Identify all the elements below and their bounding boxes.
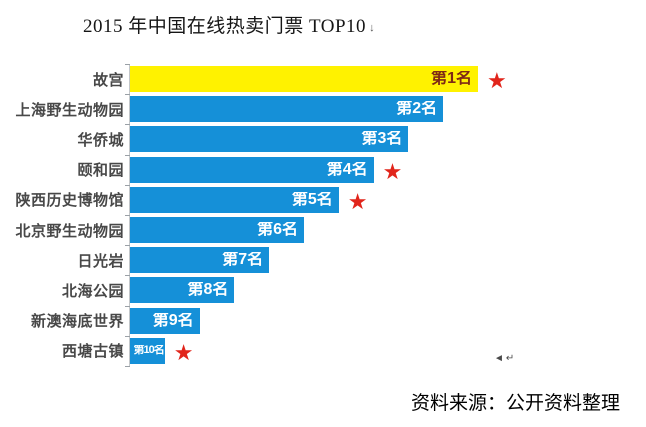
bar: 第5名: [130, 186, 339, 213]
category-label: 日光岩: [77, 252, 124, 270]
bar-wrap: 第9名 ★: [130, 307, 200, 334]
bar-wrap: 第3名 ★: [130, 126, 409, 153]
bar: 第2名: [130, 96, 444, 123]
axis-tick: [125, 94, 130, 96]
rank-label: 第5名: [291, 191, 333, 208]
bar-wrap: 第1名 ★: [130, 66, 507, 92]
category-label: 故宫: [92, 71, 124, 89]
category-label: 北京野生动物园: [15, 222, 124, 240]
axis-tick: [125, 245, 130, 247]
bar: 第7名: [130, 247, 270, 274]
bar-row: 华侨城 第3名 ★: [0, 124, 560, 154]
source-note: 资料来源：公开资料整理: [411, 393, 621, 414]
chart-title-text: 2015 年中国在线热卖门票 TOP10: [83, 16, 367, 37]
axis-tick: [125, 275, 130, 277]
bar-row: 颐和园 第4名 ★: [0, 155, 560, 185]
bar-wrap: 第8名 ★: [130, 277, 235, 304]
rank-label: 第3名: [361, 131, 403, 148]
category-label: 北海公园: [61, 282, 124, 300]
category-label: 陕西历史博物馆: [15, 192, 124, 210]
star-icon: ★: [487, 68, 507, 93]
bar-row: 西塘古镇 第10名 ★: [0, 336, 560, 366]
rank-label: 第4名: [326, 161, 368, 178]
bar: 第10名: [130, 337, 165, 364]
paragraph-mark-icon: ↓: [369, 21, 376, 34]
bar: 第3名: [130, 126, 409, 153]
bar-wrap: 第6名 ★: [130, 217, 304, 243]
axis-tick: [125, 64, 130, 65]
rank-label: 第10名: [133, 345, 165, 357]
bar-wrap: 第2名 ★: [130, 96, 444, 123]
line-break-mark-icon: ◄↵: [494, 353, 517, 364]
axis-tick: [125, 366, 130, 367]
bar-row: 上海野生动物园 第2名 ★: [0, 94, 560, 124]
category-label: 新澳海底世界: [30, 313, 124, 331]
axis-tick: [125, 124, 130, 126]
rank-label: 第7名: [222, 252, 264, 269]
category-label: 西塘古镇: [61, 343, 124, 361]
chart-title: 2015 年中国在线热卖门票 TOP10 ↓: [83, 11, 375, 38]
axis-tick: [125, 184, 130, 186]
rank-label: 第2名: [396, 101, 438, 118]
rank-label: 第9名: [152, 312, 194, 329]
axis-tick: [125, 154, 130, 156]
bar-row: 北京野生动物园 第6名 ★: [0, 215, 560, 245]
star-icon: ★: [382, 158, 403, 184]
bar-row: 新澳海底世界 第9名 ★: [0, 306, 560, 336]
bar: 第4名: [130, 156, 374, 183]
bar: 第9名: [130, 307, 200, 334]
bar: 第6名: [130, 217, 304, 243]
bar-wrap: 第10名 ★: [130, 337, 194, 365]
axis-tick: [125, 305, 130, 307]
bar-row: 日光岩 第7名 ★: [0, 245, 560, 275]
bar: 第1名: [130, 66, 478, 92]
rank-label: 第8名: [187, 282, 229, 299]
bar-wrap: 第7名 ★: [130, 247, 270, 274]
star-icon: ★: [347, 188, 368, 214]
axis-tick: [125, 335, 130, 337]
category-label: 上海野生动物园: [15, 101, 124, 119]
bar-row: 北海公园 第8名 ★: [0, 275, 560, 305]
category-label: 华侨城: [77, 131, 124, 149]
star-icon: ★: [173, 339, 194, 365]
bar-wrap: 第4名 ★: [130, 156, 403, 184]
axis-tick: [125, 215, 130, 216]
bar: 第8名: [130, 277, 235, 304]
category-label: 颐和园: [77, 162, 124, 180]
rank-label: 第6名: [257, 222, 298, 238]
bar-chart: 故宫 第1名 ★ 上海野生动物园 第2名 ★ 华侨城 第3名 ★ 颐和园: [0, 64, 560, 368]
bar-wrap: 第5名 ★: [130, 186, 368, 214]
bar-row: 故宫 第1名 ★: [0, 64, 560, 94]
bar-row: 陕西历史博物馆 第5名 ★: [0, 185, 560, 215]
rank-label: 第1名: [431, 71, 472, 87]
